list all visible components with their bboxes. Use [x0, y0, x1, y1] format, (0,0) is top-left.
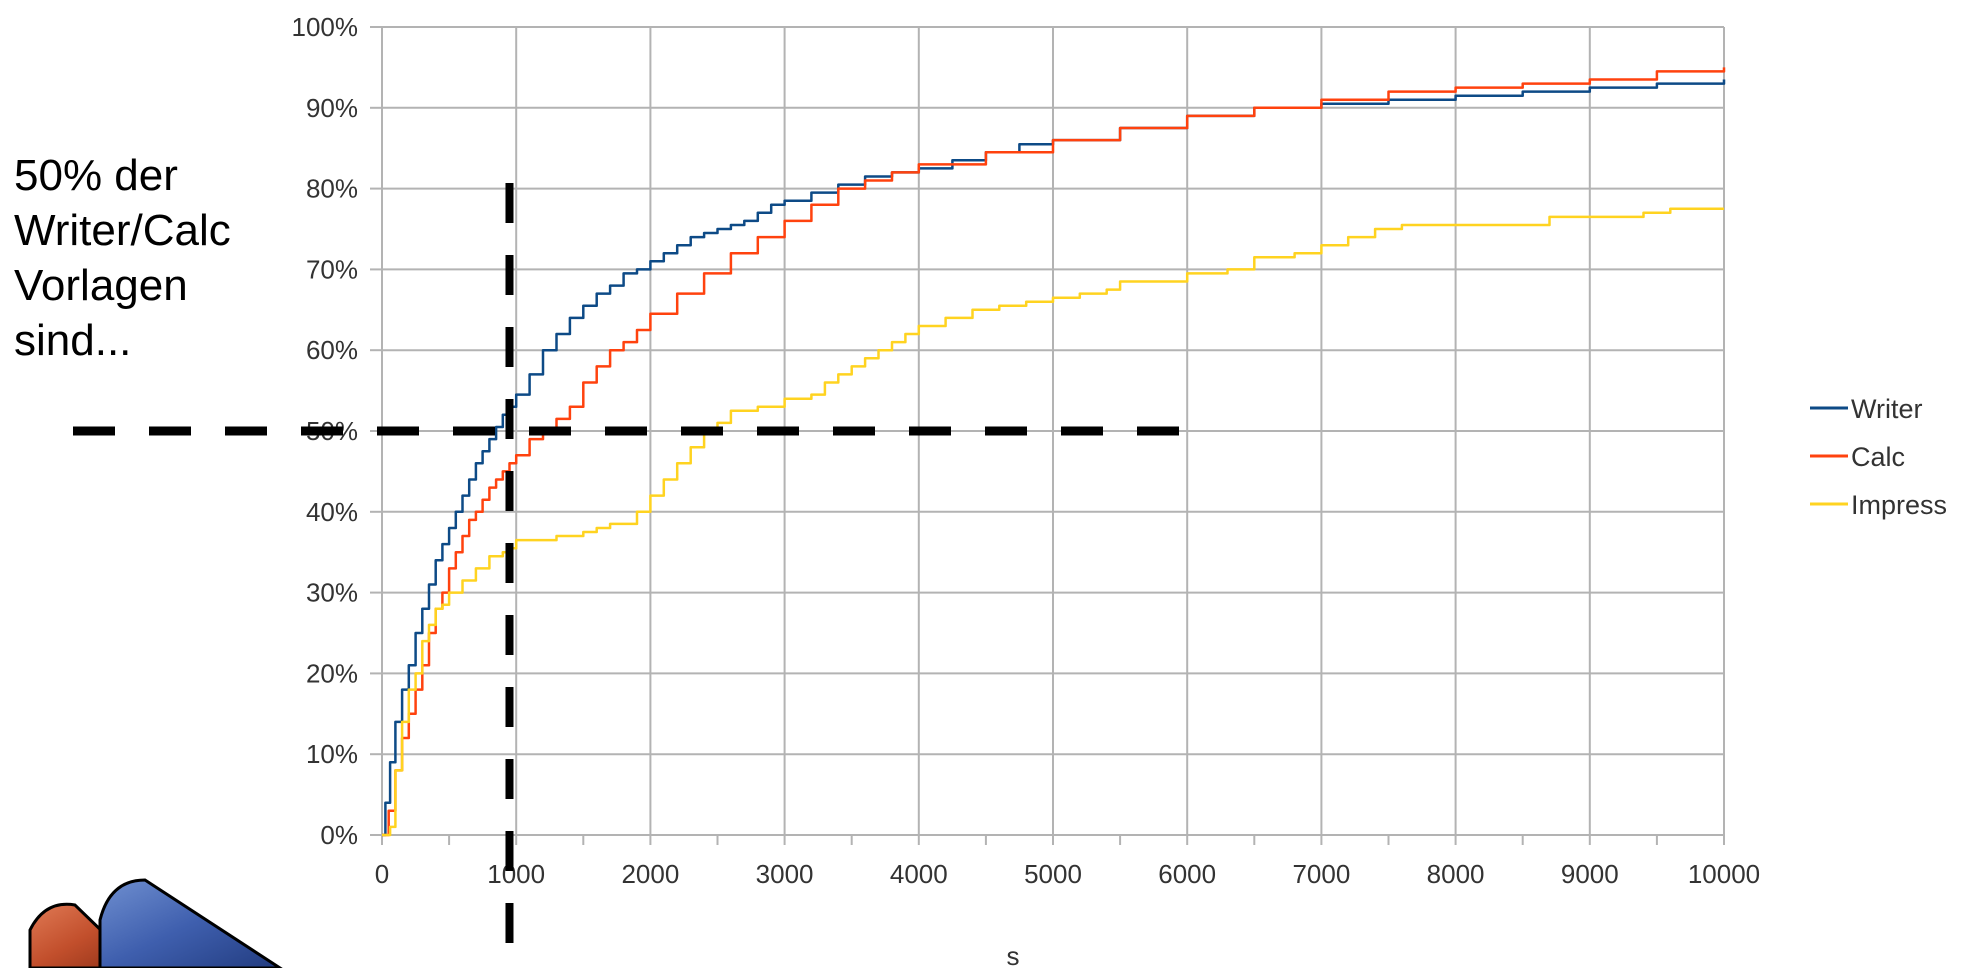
x-tick-label: 3000 — [756, 859, 814, 889]
x-tick-label: 8000 — [1427, 859, 1485, 889]
x-tick-label: 10000 — [1688, 859, 1760, 889]
legend-label-calc: Calc — [1851, 442, 1905, 472]
y-tick-label: 30% — [306, 578, 358, 608]
legend: Writer Calc Impress — [1810, 394, 1947, 520]
series-line-calc — [382, 67, 1726, 837]
x-tick-label: 4000 — [890, 859, 948, 889]
callout-line: sind... — [14, 316, 132, 365]
x-tick-label: 6000 — [1158, 859, 1216, 889]
x-tick-label: 0 — [375, 859, 389, 889]
y-tick-label: 20% — [306, 658, 358, 688]
legend-label-impress: Impress — [1851, 490, 1947, 520]
grid-lines — [381, 26, 1725, 836]
series-lines — [382, 67, 1726, 837]
y-tick-label: 70% — [306, 254, 358, 284]
callout-line: Writer/Calc — [14, 206, 231, 255]
y-tick-label: 80% — [306, 174, 358, 204]
rolls-illustration — [28, 878, 283, 968]
legend-label-writer: Writer — [1851, 394, 1923, 424]
x-tick-label: 1000 — [487, 859, 545, 889]
reference-lines — [73, 183, 1188, 968]
axes: 0 1000 2000 3000 4000 5000 6000 7000 8000 9000 100… — [292, 12, 1761, 968]
x-axis-title: s — [1007, 941, 1020, 968]
x-tick-label: 5000 — [1024, 859, 1082, 889]
y-tick-label: 100% — [292, 12, 359, 42]
x-tick-label: 7000 — [1292, 859, 1350, 889]
y-tick-label: 40% — [306, 497, 358, 527]
y-tick-label: 0% — [320, 820, 358, 850]
series-line-impress — [382, 207, 1724, 837]
x-tick-label: 9000 — [1561, 859, 1619, 889]
y-tick-label: 60% — [306, 335, 358, 365]
callout-line: Vorlagen — [14, 261, 188, 310]
callout-line: 50% der — [14, 151, 178, 200]
x-tick-label: 2000 — [621, 859, 679, 889]
y-tick-label: 90% — [306, 93, 358, 123]
callout-text: 50% der Writer/Calc Vorlagen sind... — [14, 148, 264, 368]
y-tick-label: 10% — [306, 739, 358, 769]
